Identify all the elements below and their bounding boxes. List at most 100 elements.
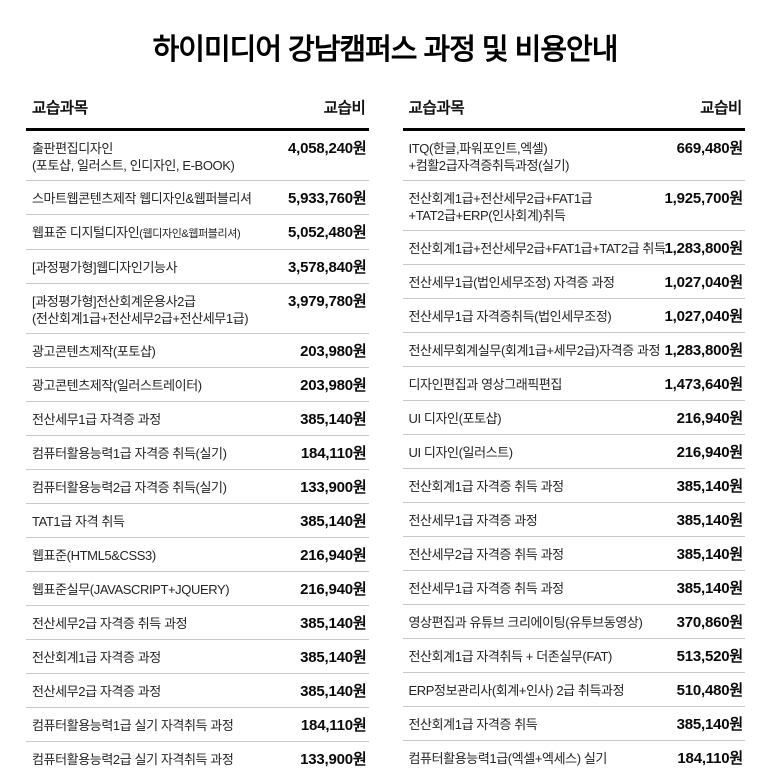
fee-table-left: 교습과목 교습비 출판편집디자인 (포토샵, 일러스트, 인디자인, E-BOOK… — [26, 96, 369, 770]
table-row: UI 디자인(일러스트) 216,940원 — [402, 435, 745, 469]
course-fee: 1,925,700원 — [664, 190, 743, 207]
course-fee: 385,140원 — [676, 580, 744, 597]
header-subject-label: 교습과목 — [408, 100, 465, 117]
table-row: 전산세무1급 자격증취득(법인세무조정) 1,027,040원 — [402, 299, 745, 333]
course-fee: 510,480원 — [676, 682, 744, 699]
course-fee: 203,980원 — [300, 377, 367, 394]
course-fee: 669,480원 — [676, 140, 744, 157]
course-name: [과정평가형]전산회계운용사2급 (전산회계1급+전산세무2급+전산세무1급) — [32, 294, 249, 326]
table-row: 전산회계1급 자격취득 + 더존실무(FAT) 513,520원 — [402, 639, 745, 673]
course-name: 전산세무2급 자격증 과정 — [32, 684, 161, 699]
course-name: 전산세무1급(법인세무조정) 자격증 과정 — [408, 275, 615, 290]
course-fee: 385,140원 — [300, 513, 367, 530]
course-name: UI 디자인(포토샵) — [408, 411, 502, 426]
table-row: ERP정보관리사(회계+인사) 2급 취득과정 510,480원 — [402, 673, 745, 707]
course-fee: 385,140원 — [300, 683, 367, 700]
table-header: 교습과목 교습비 — [26, 96, 369, 131]
table-row: TAT1급 자격 취득 385,140원 — [26, 504, 369, 538]
table-row: 컴퓨터활용능력1급(엑셀+엑세스) 실기 184,110원 — [403, 741, 746, 770]
course-fee: 184,110원 — [300, 717, 367, 734]
course-name-detail: (웹디자인&웹퍼블리셔) — [139, 228, 241, 240]
course-fee: 216,940원 — [300, 581, 367, 598]
course-fee: 1,283,800원 — [664, 240, 743, 257]
course-fee: 133,900원 — [300, 479, 367, 496]
course-fee: 385,140원 — [300, 615, 367, 632]
course-name: 광고콘텐츠제작(포토샵) — [32, 344, 156, 359]
course-name: 전산회계1급+전산세무2급+FAT1급+TAT2급 취득 — [408, 241, 666, 256]
course-fee: 216,940원 — [676, 410, 744, 427]
course-name: 스마트웹콘텐츠제작 웹디자인&웹퍼블리셔 — [32, 191, 252, 206]
course-fee: 513,520원 — [676, 648, 744, 665]
course-fee: 385,140원 — [676, 478, 744, 495]
course-name: 전산세무2급 자격증 취득 과정 — [408, 547, 565, 562]
table-row: 스마트웹콘텐츠제작 웹디자인&웹퍼블리셔 5,933,760원 — [26, 181, 369, 215]
course-name: ITQ(한글,파워포인트,엑셀) +컴활2급자격증취득과정(실기) — [408, 141, 570, 173]
table-row: [과정평가형]전산회계운용사2급 (전산회계1급+전산세무2급+전산세무1급) 3,… — [26, 284, 369, 334]
table-row: 웹표준실무(JAVASCRIPT+JQUERY) 216,940원 — [26, 572, 369, 606]
table-row: 컴퓨터활용능력2급 실기 자격취득 과정 133,900원 — [26, 742, 369, 770]
course-name: 전산회계1급 자격증 취득 과정 — [408, 479, 565, 494]
page-title: 하이미디어 강남캠퍼스 과정 및 비용안내 — [152, 34, 619, 66]
course-fee: 216,940원 — [300, 547, 367, 564]
course-fee: 1,027,040원 — [664, 308, 743, 325]
course-name: 광고콘텐츠제작(일러스트레이터) — [32, 378, 202, 393]
table-row: 전산세무2급 자격증 취득 과정 385,140원 — [26, 606, 369, 640]
table-row: 컴퓨터활용능력2급 자격증 취득(실기) 133,900원 — [26, 470, 369, 504]
course-name: 전산세무2급 자격증 취득 과정 — [32, 616, 188, 631]
course-name: 전산세무1급 자격증취득(법인세무조정) — [408, 309, 612, 324]
table-row: 전산세무2급 자격증 취득 과정 385,140원 — [402, 537, 745, 571]
course-fee: 5,052,480원 — [287, 224, 367, 241]
course-name: 디자인편집과 영상그래픽편집 — [408, 377, 563, 392]
course-name: 출판편집디자인 (포토샵, 일러스트, 인디자인, E-BOOK) — [32, 141, 235, 173]
table-row: 컴퓨터활용능력1급 자격증 취득(실기) 184,110원 — [26, 436, 369, 470]
course-fee: 385,140원 — [676, 716, 744, 733]
table-row: 전산세무1급 자격증 과정 385,140원 — [26, 402, 369, 436]
table-row: 전산세무2급 자격증 과정 385,140원 — [26, 674, 369, 708]
table-row: [과정평가형]웹디자인기능사 3,578,840원 — [26, 250, 369, 284]
course-name: 컴퓨터활용능력1급 실기 자격취득 과정 — [32, 718, 234, 733]
table-row: 웹표준(HTML5&CSS3) 216,940원 — [26, 538, 369, 572]
course-fee: 184,110원 — [677, 750, 743, 767]
table-row: 전산세무회계실무(회계1급+세무2급)자격증 과정 1,283,800원 — [402, 333, 745, 367]
table-row: 전산회계1급+전산세무2급+FAT1급+TAT2급 취득 1,283,800원 — [402, 231, 745, 265]
header-subject-label: 교습과목 — [32, 100, 88, 117]
course-fee: 4,058,240원 — [287, 140, 367, 157]
course-fee: 3,578,840원 — [287, 259, 367, 276]
course-name: 영상편집과 유튜브 크리에이팅(유투브동영상) — [408, 615, 643, 630]
course-fee: 1,283,800원 — [664, 342, 743, 359]
course-fee: 370,860원 — [676, 614, 744, 631]
course-name: 전산세무1급 자격증 취득 과정 — [408, 581, 565, 596]
course-fee: 184,110원 — [300, 445, 367, 462]
table-body: 출판편집디자인 (포토샵, 일러스트, 인디자인, E-BOOK) 4,058,24… — [26, 131, 369, 770]
table-row: 영상편집과 유튜브 크리에이팅(유투브동영상) 370,860원 — [402, 605, 745, 639]
table-row: 광고콘텐츠제작(일러스트레이터) 203,980원 — [26, 368, 369, 402]
table-row: UI 디자인(포토샵) 216,940원 — [402, 401, 745, 435]
course-name: 전산회계1급 자격증 취득 — [408, 717, 538, 732]
course-name: 전산회계1급 자격취득 + 더존실무(FAT) — [408, 649, 613, 664]
course-name: 전산세무1급 자격증 과정 — [32, 412, 161, 427]
course-name: 전산세무회계실무(회계1급+세무2급)자격증 과정 — [408, 343, 661, 358]
table-row: 전산회계1급+전산세무2급+FAT1급 +TAT2급+ERP(인사회계)취득 1,9… — [402, 181, 745, 231]
course-name: [과정평가형]웹디자인기능사 — [32, 260, 178, 275]
course-name: 전산회계1급 자격증 과정 — [32, 650, 161, 665]
table-row: 전산회계1급 자격증 과정 385,140원 — [26, 640, 369, 674]
fee-table-right: 교습과목 교습비 ITQ(한글,파워포인트,엑셀) +컴활2급자격증취득과정(실기… — [402, 96, 746, 770]
course-name: 전산회계1급+전산세무2급+FAT1급 +TAT2급+ERP(인사회계)취득 — [408, 191, 593, 223]
course-name: 컴퓨터활용능력1급 자격증 취득(실기) — [32, 446, 227, 461]
table-row: 광고콘텐츠제작(포토샵) 203,980원 — [26, 334, 369, 368]
table-row: 웹표준 디지털디자인(웹디자인&웹퍼블리셔) 5,052,480원 — [26, 215, 369, 250]
course-fee: 133,900원 — [300, 751, 367, 768]
course-name: 웹표준(HTML5&CSS3) — [32, 548, 156, 563]
course-name: 웹표준 디지털디자인(웹디자인&웹퍼블리셔) — [32, 225, 241, 240]
course-fee: 385,140원 — [676, 546, 744, 563]
course-name: TAT1급 자격 취득 — [32, 514, 125, 529]
course-name: ERP정보관리사(회계+인사) 2급 취득과정 — [408, 683, 625, 698]
course-fee: 3,979,780원 — [287, 293, 367, 310]
table-row: ITQ(한글,파워포인트,엑셀) +컴활2급자격증취득과정(실기) 669,480원 — [402, 131, 745, 181]
table-body: ITQ(한글,파워포인트,엑셀) +컴활2급자격증취득과정(실기) 669,480원… — [402, 131, 746, 770]
course-fee: 385,140원 — [300, 411, 367, 428]
course-name: UI 디자인(일러스트) — [408, 445, 514, 460]
course-name: 컴퓨터활용능력1급(엑셀+엑세스) 실기 — [408, 751, 608, 766]
course-fee: 1,027,040원 — [664, 274, 743, 291]
